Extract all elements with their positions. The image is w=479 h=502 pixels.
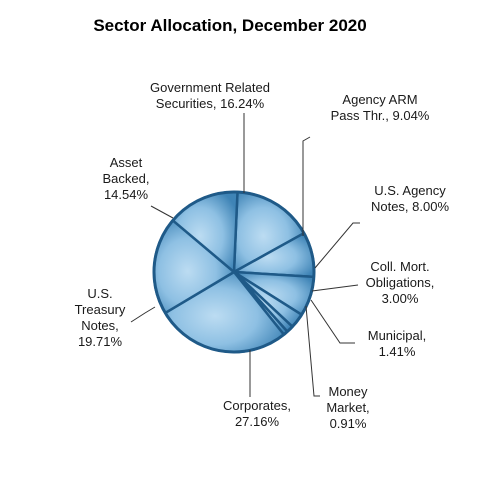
leader-line bbox=[314, 222, 360, 269]
slice-label-line: 14.54% bbox=[104, 187, 149, 202]
slice-label-text: Government Related Securities, 16.24% bbox=[150, 80, 270, 111]
slice-label-line: 1.41% bbox=[379, 344, 416, 359]
slice-label-text: Money Market, 0.91% bbox=[326, 384, 369, 431]
slice-label-line: Obligations, bbox=[366, 275, 435, 290]
chart-title: Sector Allocation, December 2020 bbox=[93, 16, 366, 35]
pie-rim bbox=[152, 190, 316, 354]
slice-label-line: 3.00% bbox=[382, 291, 419, 306]
slice-label-line: Notes, 8.00% bbox=[371, 199, 449, 214]
slice-label-text: U.S. Agency Notes, 8.00% bbox=[371, 183, 449, 214]
slice-label-line: Treasury bbox=[75, 302, 126, 317]
slice-label: U.S. Agency Notes, 8.00% bbox=[314, 183, 449, 269]
leader-line bbox=[150, 205, 174, 219]
slice-label-line: 0.91% bbox=[330, 416, 367, 431]
slice-label: Corporates, 27.16% bbox=[223, 350, 291, 429]
slice-label-line: Notes, bbox=[81, 318, 119, 333]
slice-label-text: Agency ARM Pass Thr., 9.04% bbox=[331, 92, 430, 123]
slice-label-text: Coll. Mort. Obligations, 3.00% bbox=[366, 259, 435, 306]
slice-label-line: Backed, bbox=[103, 171, 150, 186]
slice-label-text: Municipal, 1.41% bbox=[368, 328, 427, 359]
slice-labels: Government Related Securities, 16.24% Agen… bbox=[75, 80, 450, 431]
slice-label-text: U.S. Treasury Notes, 19.71% bbox=[75, 286, 126, 349]
slice-label-line: Agency ARM bbox=[342, 92, 417, 107]
slice-label-text: Asset Backed, 14.54% bbox=[103, 155, 150, 202]
slice-label-line: Money bbox=[328, 384, 368, 399]
leader-line bbox=[311, 284, 359, 292]
slice-label-line: 27.16% bbox=[235, 414, 280, 429]
slice-label-line: U.S. bbox=[87, 286, 112, 301]
slice-label: Coll. Mort. Obligations, 3.00% bbox=[311, 259, 435, 306]
slice-label-line: 19.71% bbox=[78, 334, 123, 349]
pie-slices bbox=[152, 190, 316, 354]
leader-line bbox=[305, 305, 320, 397]
leader-line bbox=[130, 306, 156, 323]
slice-label: Money Market, 0.91% bbox=[305, 305, 370, 431]
slice-label-line: Securities, 16.24% bbox=[156, 96, 265, 111]
slice-label: U.S. Treasury Notes, 19.71% bbox=[75, 286, 156, 349]
slice-label-line: Corporates, bbox=[223, 398, 291, 413]
leader-line bbox=[310, 299, 355, 344]
slice-label-line: Pass Thr., 9.04% bbox=[331, 108, 430, 123]
slice-label-line: U.S. Agency bbox=[374, 183, 446, 198]
slice-label: Asset Backed, 14.54% bbox=[103, 155, 174, 219]
slice-label: Municipal, 1.41% bbox=[310, 299, 427, 359]
slice-label: Government Related Securities, 16.24% bbox=[150, 80, 270, 193]
slice-label-line: Market, bbox=[326, 400, 369, 415]
slice-label-line: Coll. Mort. bbox=[370, 259, 429, 274]
leader-line bbox=[302, 136, 311, 236]
slice-label: Agency ARM Pass Thr., 9.04% bbox=[302, 92, 430, 236]
slice-label-line: Municipal, bbox=[368, 328, 427, 343]
slice-label-line: Asset bbox=[110, 155, 143, 170]
slice-label-text: Corporates, 27.16% bbox=[223, 398, 291, 429]
slice-label-line: Government Related bbox=[150, 80, 270, 95]
